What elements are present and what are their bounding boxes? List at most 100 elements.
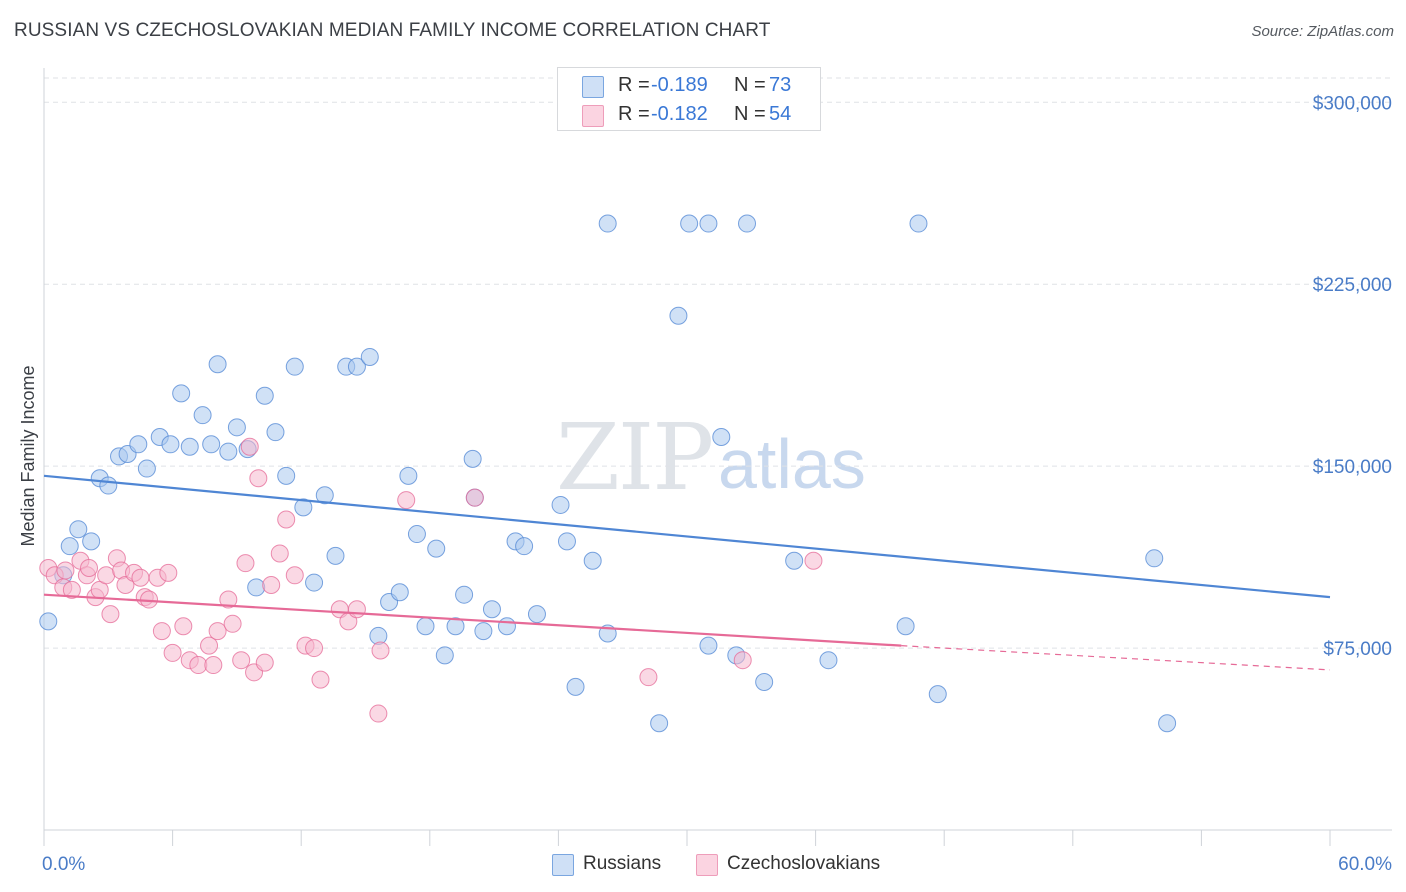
point-russians bbox=[294, 498, 313, 517]
point-czechoslovakians bbox=[159, 563, 178, 582]
point-russians bbox=[928, 685, 947, 704]
point-czechoslovakians bbox=[465, 488, 484, 507]
point-russians bbox=[1145, 549, 1164, 568]
point-russians bbox=[909, 214, 928, 233]
point-russians bbox=[277, 466, 296, 485]
point-russians bbox=[427, 539, 446, 558]
point-czechoslovakians bbox=[219, 590, 238, 609]
source-label: Source: ZipAtlas.com bbox=[1251, 23, 1394, 40]
point-russians bbox=[247, 578, 266, 597]
point-russians bbox=[360, 347, 379, 366]
y-tick-label: $75,000 bbox=[1323, 639, 1392, 660]
point-russians bbox=[474, 622, 493, 641]
point-czechoslovakians bbox=[232, 651, 251, 670]
point-czechoslovakians bbox=[639, 668, 658, 687]
czechoslovakians-swatch bbox=[582, 105, 604, 127]
point-russians bbox=[129, 435, 148, 454]
point-russians bbox=[399, 466, 418, 485]
y-axis-label: Median Family Income bbox=[18, 365, 38, 546]
n-label: N = bbox=[734, 74, 766, 96]
point-russians bbox=[82, 532, 101, 551]
point-russians bbox=[172, 384, 191, 403]
point-czechoslovakians bbox=[80, 559, 99, 578]
point-russians bbox=[407, 525, 426, 544]
point-russians bbox=[219, 442, 238, 461]
point-czechoslovakians bbox=[311, 670, 330, 689]
trendline-czechoslovakians bbox=[901, 645, 1331, 671]
point-russians bbox=[583, 551, 602, 570]
n-value: 73 bbox=[769, 74, 792, 96]
point-russians bbox=[180, 437, 199, 456]
point-czechoslovakians bbox=[101, 605, 120, 624]
point-russians bbox=[208, 355, 227, 374]
point-russians bbox=[699, 214, 718, 233]
stats-legend-box: R = -0.189 N = 73 R = -0.182 N = 54 bbox=[557, 67, 821, 131]
point-russians bbox=[527, 605, 546, 624]
point-russians bbox=[1158, 714, 1177, 733]
point-russians bbox=[416, 617, 435, 636]
point-russians bbox=[227, 418, 246, 437]
trendline-czechoslovakians bbox=[43, 593, 902, 647]
point-czechoslovakians bbox=[371, 641, 390, 660]
point-russians bbox=[463, 449, 482, 468]
point-russians bbox=[60, 537, 79, 556]
point-czechoslovakians bbox=[97, 566, 116, 585]
point-russians bbox=[650, 714, 669, 733]
point-czechoslovakians bbox=[397, 491, 416, 510]
point-czechoslovakians bbox=[131, 568, 150, 587]
point-russians bbox=[266, 423, 285, 442]
point-russians bbox=[896, 617, 915, 636]
point-czechoslovakians bbox=[56, 561, 75, 580]
r-label: R = bbox=[618, 74, 650, 96]
point-russians bbox=[390, 583, 409, 602]
point-russians bbox=[39, 612, 58, 631]
point-russians bbox=[315, 486, 334, 505]
point-russians bbox=[557, 532, 576, 551]
point-russians bbox=[497, 617, 516, 636]
point-russians bbox=[161, 435, 180, 454]
point-czechoslovakians bbox=[223, 614, 242, 633]
point-czechoslovakians bbox=[270, 544, 289, 563]
point-russians bbox=[435, 646, 454, 665]
point-russians bbox=[202, 435, 221, 454]
trendline-russians bbox=[43, 474, 1331, 599]
point-russians bbox=[699, 636, 718, 655]
point-czechoslovakians bbox=[208, 622, 227, 641]
point-russians bbox=[305, 573, 324, 592]
point-russians bbox=[680, 214, 699, 233]
point-russians bbox=[669, 306, 688, 325]
y-tick-label: $225,000 bbox=[1313, 275, 1392, 296]
watermark-zip: ZIP bbox=[556, 404, 714, 511]
x-tick-label: 60.0% bbox=[1338, 854, 1392, 875]
r-value: -0.189 bbox=[651, 74, 708, 96]
point-russians bbox=[598, 214, 617, 233]
point-russians bbox=[326, 546, 345, 565]
point-czechoslovakians bbox=[240, 437, 259, 456]
point-russians bbox=[738, 214, 757, 233]
y-tick-label: $150,000 bbox=[1313, 457, 1392, 478]
r-label: R = bbox=[618, 103, 650, 125]
point-russians bbox=[255, 386, 274, 405]
stats-row-russians: R = -0.189 N = 73 bbox=[558, 72, 820, 100]
point-russians bbox=[819, 651, 838, 670]
point-czechoslovakians bbox=[305, 639, 324, 658]
point-russians bbox=[137, 459, 156, 478]
point-czechoslovakians bbox=[152, 622, 171, 641]
point-russians bbox=[551, 495, 570, 514]
point-czechoslovakians bbox=[277, 510, 296, 529]
point-russians bbox=[566, 677, 585, 696]
point-czechoslovakians bbox=[62, 580, 81, 599]
point-czechoslovakians bbox=[369, 704, 388, 723]
point-russians bbox=[285, 357, 304, 376]
point-czechoslovakians bbox=[262, 575, 281, 594]
legend-swatch-czechoslovakians bbox=[696, 854, 718, 876]
r-value: -0.182 bbox=[651, 103, 708, 125]
point-czechoslovakians bbox=[249, 469, 268, 488]
point-czechoslovakians bbox=[733, 651, 752, 670]
point-russians bbox=[712, 428, 731, 447]
n-label: N = bbox=[734, 103, 766, 125]
legend-label-czechoslovakians: Czechoslovakians bbox=[727, 853, 881, 874]
point-russians bbox=[347, 357, 366, 376]
chart-title: RUSSIAN VS CZECHOSLOVAKIAN MEDIAN FAMILY… bbox=[14, 20, 771, 41]
